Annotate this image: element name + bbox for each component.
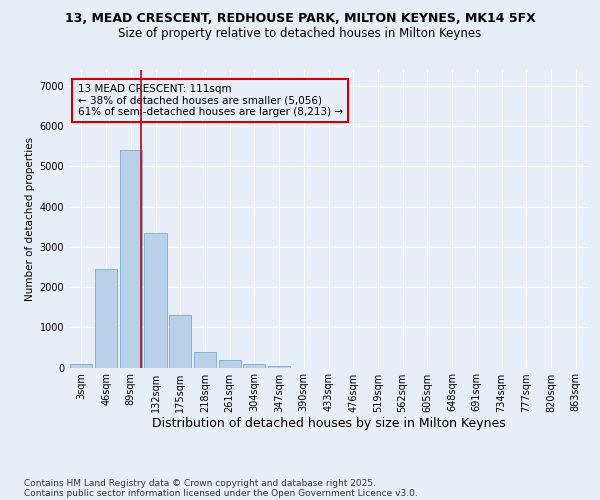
Text: Contains public sector information licensed under the Open Government Licence v3: Contains public sector information licen…: [24, 488, 418, 498]
Bar: [194, 352, 216, 368]
Bar: [169, 315, 191, 368]
Text: 13, MEAD CRESCENT, REDHOUSE PARK, MILTON KEYNES, MK14 5FX: 13, MEAD CRESCENT, REDHOUSE PARK, MILTON…: [65, 12, 535, 26]
Bar: [268, 366, 290, 368]
Text: Size of property relative to detached houses in Milton Keynes: Size of property relative to detached ho…: [118, 28, 482, 40]
Bar: [243, 364, 265, 368]
Text: 13 MEAD CRESCENT: 111sqm
← 38% of detached houses are smaller (5,056)
61% of sem: 13 MEAD CRESCENT: 111sqm ← 38% of detach…: [77, 84, 343, 117]
Bar: [218, 360, 241, 368]
Bar: [70, 364, 92, 368]
Bar: [145, 233, 167, 368]
Text: Contains HM Land Registry data © Crown copyright and database right 2025.: Contains HM Land Registry data © Crown c…: [24, 478, 376, 488]
X-axis label: Distribution of detached houses by size in Milton Keynes: Distribution of detached houses by size …: [152, 418, 505, 430]
Y-axis label: Number of detached properties: Number of detached properties: [25, 136, 35, 301]
Bar: [95, 269, 117, 368]
Bar: [119, 150, 142, 368]
